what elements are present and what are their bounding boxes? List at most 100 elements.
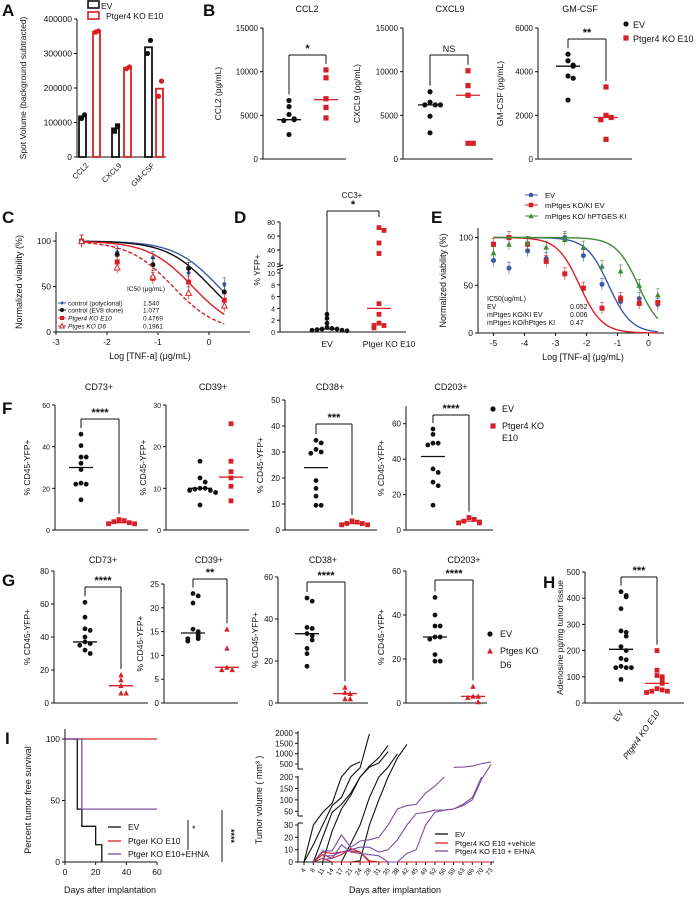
panel-label-b: B [203, 1, 215, 20]
legend-marker [58, 322, 66, 329]
data-point [471, 516, 477, 522]
data-point [77, 642, 83, 648]
y-tick-label: 0 [45, 699, 50, 708]
y-tick-label: 5000 [240, 111, 258, 120]
data-point [470, 140, 476, 146]
data-point [286, 104, 292, 110]
x-tick-label: 35 [382, 867, 392, 877]
legend-label: EV [101, 1, 113, 11]
data-point [308, 450, 314, 456]
data-point [435, 470, 441, 475]
y-tick-label: 0 [529, 155, 534, 164]
data-point [123, 690, 129, 696]
data-point [111, 519, 117, 525]
legend-label: Ptges KO D6 [68, 324, 106, 331]
data-point [347, 695, 353, 702]
y-axis-label: % CD45-YFP+ [135, 615, 145, 671]
data-point [654, 648, 660, 653]
x-tick-label: 63 [457, 867, 467, 877]
data-point [82, 614, 88, 620]
data-point [437, 658, 443, 664]
y-tick-label: 400000 [44, 14, 73, 24]
panel-label-h: H [543, 573, 555, 592]
data-point [228, 458, 234, 464]
data-point [121, 518, 127, 524]
y-axis-label: CCL2 (pg/mL) [213, 67, 223, 121]
data-point [506, 265, 512, 271]
data-point [618, 656, 624, 661]
data-point [618, 628, 624, 634]
y-tick-label: 30 [153, 403, 161, 410]
x-tick-label: -5 [490, 338, 498, 348]
data-point [228, 421, 234, 427]
legend-label: D6 [500, 660, 512, 670]
data-point [430, 431, 436, 437]
y-tick-label: 60 [392, 567, 401, 576]
data-point [623, 594, 629, 600]
y-axis-label: Percent tumor free survival [23, 746, 33, 854]
y-axis-label: % CD45-YFP+ [138, 439, 148, 495]
significance-label: ** [583, 27, 592, 39]
data-point [565, 58, 571, 64]
significance-label: * [192, 824, 196, 834]
tumor-growth-line [312, 751, 389, 863]
bar [155, 87, 164, 158]
data-point [83, 454, 89, 460]
y-tick-label: 2000 [515, 111, 533, 120]
ic50-value: 0.1961 [143, 324, 163, 331]
x-tick-label: GM-CSF [129, 161, 157, 189]
data-point [313, 486, 319, 491]
data-point [623, 657, 629, 663]
legend-marker-ev [487, 631, 493, 637]
data-point [543, 258, 549, 264]
data-point [309, 633, 315, 639]
ic50-label: mPtges KO/hPtges KI [487, 320, 555, 327]
legend-marker [60, 316, 64, 320]
tumor-growth-line [322, 764, 492, 863]
legend-marker-ko [487, 647, 493, 654]
x-tick-label: 17 [335, 867, 345, 877]
data-point [435, 483, 441, 489]
y-tick-label: 6000 [515, 24, 533, 33]
data-point [623, 665, 629, 671]
y-tick-label: 40 [267, 248, 275, 255]
panel-label-a: A [2, 1, 14, 20]
data-point [185, 638, 191, 644]
legend-swatch-ev [87, 0, 100, 9]
legend-label: EV [500, 629, 512, 639]
y-axis-label: % CD45-YFP+ [250, 612, 260, 668]
data-point [524, 239, 531, 245]
y-tick-label: 500 [280, 760, 294, 769]
y-tick-label: 5 [155, 675, 160, 684]
y-tick-label: 10 [284, 846, 293, 855]
ic50-value: 1.077 [143, 308, 160, 315]
data-point [82, 599, 88, 605]
y-axis-label: % CD45-YFP+ [376, 609, 386, 665]
significance-label: * [305, 43, 310, 55]
data-point [313, 493, 319, 499]
significance-label: *** [633, 565, 647, 577]
data-point [618, 644, 624, 650]
legend-label: EV [633, 20, 645, 30]
legend-marker-ko [490, 423, 496, 429]
y-tick-label: 20 [42, 486, 50, 493]
data-point [427, 99, 433, 105]
panel-title: CD203+ [447, 555, 480, 565]
data-point [324, 320, 330, 326]
data-point [195, 636, 201, 642]
data-point [636, 300, 642, 306]
legend-label: EV [502, 404, 514, 414]
x-tick-label: CCL2 [70, 161, 90, 181]
data-point [149, 272, 157, 280]
y-tick-label: 2000 [275, 729, 293, 738]
x-tick-label: 40 [122, 867, 132, 877]
data-point [456, 520, 461, 526]
data-point [432, 652, 438, 657]
data-point [190, 600, 196, 606]
y-tick-label: 5000 [380, 111, 398, 120]
legend-marker [528, 202, 534, 208]
significance-label: **** [94, 575, 112, 587]
x-tick-label: 0 [646, 338, 651, 348]
data-point [197, 502, 203, 508]
